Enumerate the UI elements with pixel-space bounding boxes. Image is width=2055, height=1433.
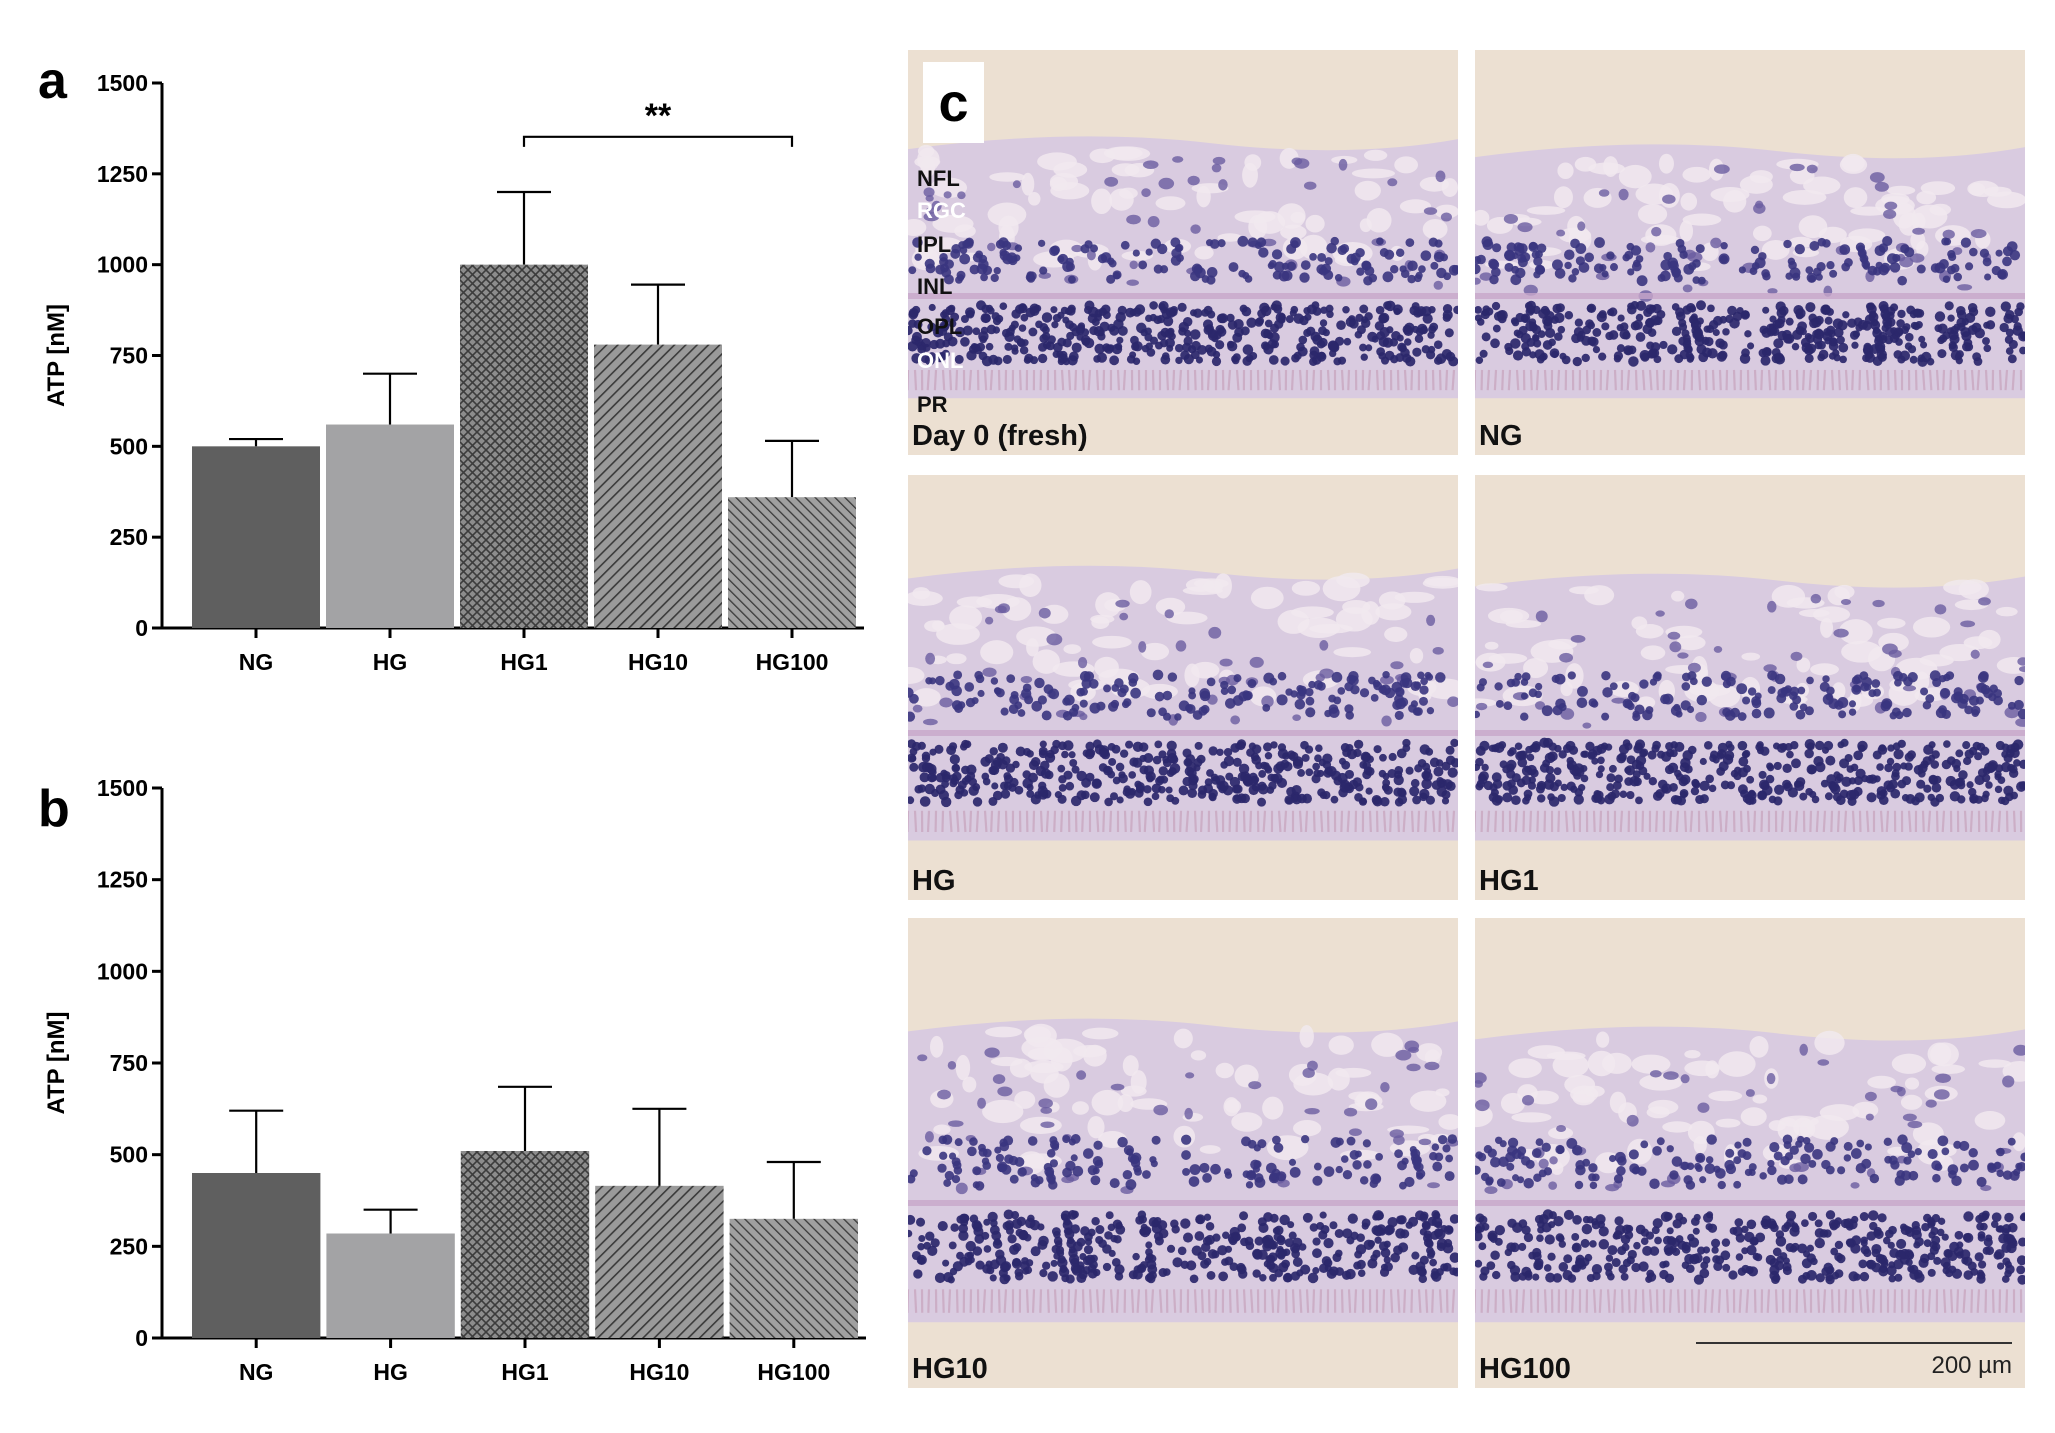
x-tick-label: HG1 [501, 1359, 549, 1385]
y-axis-label: ATP [nM] [43, 304, 70, 407]
x-tick-label: HG10 [629, 1359, 689, 1385]
micrograph-hg1: HG1 [1475, 475, 2025, 900]
x-tick-label: NG [239, 1359, 274, 1385]
bar-hg1 [460, 264, 588, 628]
y-tick-label: 250 [110, 524, 148, 550]
layer-label-nfl: NFL [917, 166, 960, 191]
bar-hg [326, 424, 454, 628]
x-tick-label: HG [373, 649, 408, 675]
y-axis-label: ATP [nM] [43, 1011, 70, 1114]
micrograph-caption: HG [912, 865, 956, 897]
scale-bar-label: 200 µm [1931, 1352, 2012, 1379]
x-tick-label: HG100 [757, 1359, 830, 1385]
micrograph-caption: HG1 [1479, 865, 1539, 897]
micrograph-ng: NG [1475, 50, 2025, 455]
chart-a: a 0 250 500 750 1000 1250 1500 ATP [nM] NG HG HG1 HG… [38, 52, 864, 675]
y-tick-label: 1250 [97, 867, 148, 893]
micrograph-caption: HG10 [912, 1353, 988, 1385]
scale-bar [1696, 1342, 2012, 1344]
y-tick-label: 500 [110, 433, 148, 459]
panel-label: a [38, 52, 68, 110]
significance-bracket [522, 135, 794, 147]
micrograph-hg100: HG100 200 µm [1475, 918, 2025, 1388]
y-tick-label: 250 [110, 1233, 148, 1259]
micrograph-caption: HG100 [1479, 1353, 1571, 1385]
bar-ng [192, 446, 320, 628]
bar-ng [192, 1173, 321, 1338]
bar-hg10 [595, 1185, 724, 1338]
bar-hg100 [729, 1218, 858, 1338]
y-tick-label: 500 [110, 1142, 148, 1168]
bar-hg100 [728, 497, 856, 628]
y-tick-label: 1250 [97, 161, 148, 187]
layer-label-opl: OPL [917, 314, 963, 339]
layer-label-rgc: RGC [917, 198, 966, 223]
micrograph-caption: NG [1479, 420, 1523, 452]
chart-b: b 0 250 500 750 1000 1250 1500 ATP [nM] NG HG HG1 HG… [38, 775, 866, 1385]
y-tick-label: 1000 [97, 252, 148, 278]
micrograph-day0: c NFL RGC IPL INL OPL ONL PR Day 0 (fres… [908, 50, 1458, 455]
bar-charts: a 0 250 500 750 1000 1250 1500 ATP [nM] NG HG HG1 HG… [38, 52, 866, 1385]
layer-label-inl: INL [917, 274, 953, 299]
bar-hg1 [460, 1151, 590, 1338]
panel-label: b [38, 780, 70, 838]
significance-label: ** [645, 97, 672, 135]
bar-hg [326, 1233, 455, 1338]
layer-label-ipl: IPL [917, 232, 952, 257]
layer-label-onl: ONL [917, 348, 964, 373]
x-tick-label: HG1 [500, 649, 548, 675]
bar-hg10 [594, 344, 722, 628]
y-tick-label: 750 [110, 343, 148, 369]
micrograph-hg10: HG10 [908, 918, 1458, 1388]
y-tick-label: 750 [110, 1050, 148, 1076]
x-tick-label: HG [373, 1359, 408, 1385]
layer-label-pr: PR [917, 392, 948, 417]
y-tick-label: 0 [135, 615, 148, 641]
x-tick-label: HG100 [756, 649, 829, 675]
y-tick-label: 1500 [97, 70, 148, 96]
x-tick-label: HG10 [628, 649, 688, 675]
micrograph-hg: HG [908, 475, 1458, 900]
y-tick-label: 1500 [97, 775, 148, 801]
y-tick-label: 0 [135, 1325, 148, 1351]
y-tick-label: 1000 [97, 958, 148, 984]
panel-c-label: c [923, 62, 984, 143]
micrograph-caption: Day 0 (fresh) [912, 420, 1088, 452]
x-tick-label: NG [239, 649, 274, 675]
